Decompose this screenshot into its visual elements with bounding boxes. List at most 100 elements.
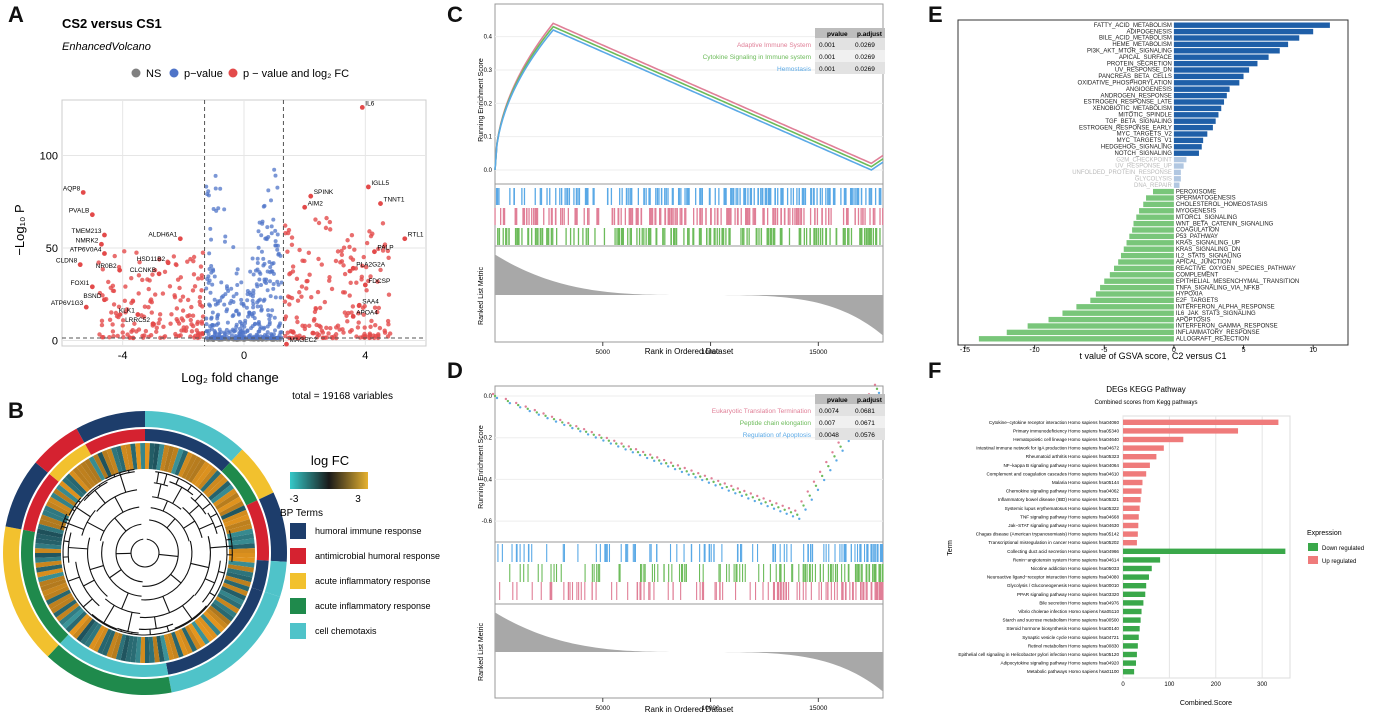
gene-point — [77, 262, 83, 268]
dendrogram-arc — [71, 505, 79, 517]
enrichment-point — [660, 462, 663, 465]
term-ring-segment — [3, 526, 59, 657]
logfc-heat-cell — [56, 602, 80, 622]
pvalue-point — [232, 336, 237, 341]
logfc-heat-cell — [194, 618, 214, 642]
dendrogram-arc — [182, 507, 203, 538]
logfc-heat-cell — [45, 589, 72, 606]
enrichment-point — [720, 486, 724, 490]
enrichment-point — [779, 510, 782, 513]
logfc-heat-cell — [48, 592, 73, 610]
logfc-heat-cell — [53, 599, 78, 618]
kegg-term-label: Adipocytokine signaling pathway Homo sap… — [1001, 661, 1120, 666]
dendrogram-arc — [82, 489, 93, 500]
enrichment-point — [577, 427, 580, 430]
significant-point — [306, 250, 312, 256]
pvalue-point — [206, 280, 211, 285]
significant-point — [197, 295, 203, 300]
dendrogram-arc — [75, 561, 100, 607]
dendrogram-arc — [90, 614, 103, 624]
significant-point — [107, 317, 113, 323]
term-ring-inner-segment — [60, 634, 169, 677]
gene-point — [284, 341, 289, 347]
dendrogram-branch — [204, 578, 215, 584]
pvalue-point — [213, 186, 218, 191]
gene-label: KLK1 — [119, 308, 135, 315]
enrichment-point — [760, 502, 763, 505]
significant-point — [348, 268, 353, 274]
significant-point — [300, 323, 305, 328]
logfc-heat-cell — [159, 444, 170, 472]
pvalue-cell: 0.007 — [819, 420, 836, 427]
gene-label: IL6 — [365, 100, 374, 107]
x-tick-label: 10000 — [702, 705, 720, 712]
logfc-heat-cell — [36, 567, 64, 578]
dendrogram-arc — [105, 468, 135, 480]
dendrogram-arc — [161, 628, 176, 634]
pvalue-point — [255, 333, 260, 338]
logfc-heat-cell — [163, 445, 175, 473]
pvalue-point — [268, 294, 273, 299]
kegg-title: DEGs KEGG Pathway — [1106, 385, 1186, 394]
logfc-heat-cell — [35, 548, 62, 553]
x-tick-label: 300 — [1257, 682, 1268, 688]
gsva-bar — [1173, 112, 1219, 118]
kegg-bar — [1123, 462, 1150, 468]
y-tick-label: 0 — [52, 335, 58, 347]
dendrogram-branch — [63, 521, 85, 531]
volcano-subtitle: EnhancedVolcano — [62, 41, 151, 53]
dendrogram-branch — [183, 520, 195, 529]
pvalue-point — [275, 185, 280, 190]
gene-label: BSND — [83, 293, 101, 300]
pvalue-point — [210, 323, 215, 328]
gsva-bar — [1173, 131, 1208, 137]
pvalue-point — [213, 173, 218, 178]
gene-label: CLCNKB — [130, 267, 156, 274]
gsva-bar — [1104, 278, 1174, 284]
pvalue-point — [257, 277, 262, 282]
significant-point — [333, 325, 339, 330]
gene-point — [135, 312, 141, 317]
logfc-heat-cell — [220, 586, 247, 601]
logfc-heat-cell — [222, 509, 248, 524]
gsva-term-label: UNFOLDED_PROTEIN_RESPONSE — [1072, 170, 1172, 176]
significant-point — [375, 309, 380, 315]
enrichment-point — [766, 504, 769, 508]
gsva-bar — [1139, 208, 1174, 214]
significant-point — [132, 321, 137, 326]
pvalue-point — [265, 308, 270, 313]
pvalue-point — [273, 295, 278, 300]
significant-point — [123, 284, 128, 289]
significant-point — [120, 323, 125, 328]
enrichment-point — [504, 397, 508, 401]
significant-point — [141, 314, 147, 319]
significant-point — [193, 333, 198, 339]
logfc-heat-cell — [205, 476, 228, 498]
dendrogram-arc — [67, 516, 73, 526]
logfc-heat-cell — [40, 578, 67, 592]
significant-point — [191, 258, 196, 264]
table-row-bg — [815, 416, 885, 428]
gsva-bar — [1173, 118, 1216, 124]
significant-point — [376, 305, 382, 311]
gene-label: ATP6V0A4 — [70, 247, 102, 254]
logfc-heat-cell — [228, 543, 255, 550]
term-ring-inner-segment — [23, 473, 59, 533]
gsva-term-label: HEDGEHOG_SIGNALING — [1101, 145, 1172, 151]
dendrogram-arc — [174, 620, 192, 630]
enrichment-point — [764, 501, 767, 504]
dendrogram-arc — [191, 606, 208, 622]
gsva-bar — [1173, 41, 1289, 48]
pvalue-point — [245, 298, 250, 303]
pvalue-point — [256, 229, 261, 234]
significant-point — [349, 232, 355, 238]
gene-label: LRRC52 — [125, 317, 150, 324]
pvalue-point — [204, 184, 209, 189]
logfc-heat-cell — [65, 473, 87, 495]
kegg-bar — [1123, 436, 1184, 443]
x-tick-label: 15000 — [809, 705, 827, 712]
volcano-legend: NS p−value p − value and log₂ FC — [131, 68, 349, 80]
kegg-bar — [1123, 574, 1149, 580]
pvalue-point — [208, 290, 213, 295]
significant-point — [157, 257, 162, 262]
